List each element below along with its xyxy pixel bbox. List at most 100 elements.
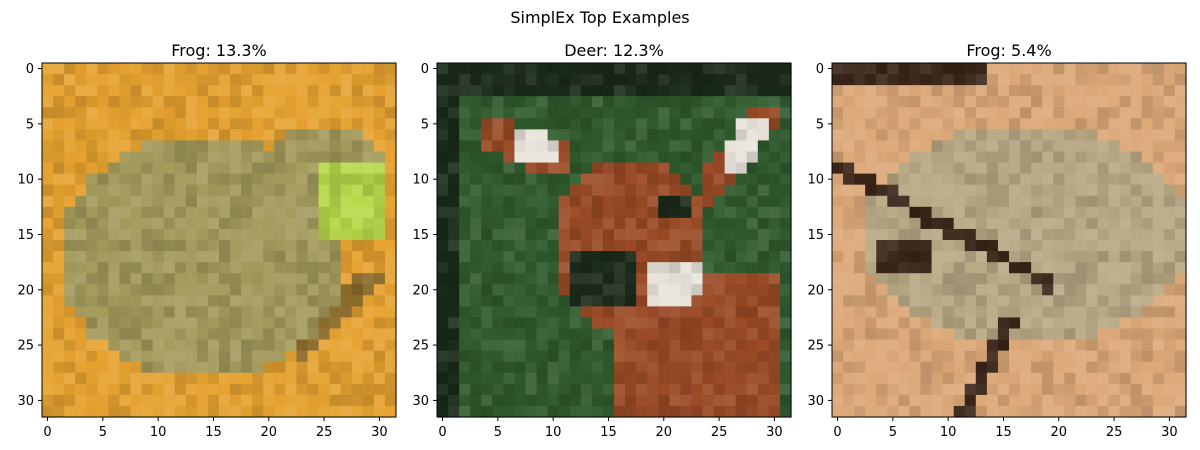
image-pixel — [569, 306, 582, 319]
image-pixel — [97, 240, 109, 252]
image-pixel — [481, 74, 493, 86]
image-pixel — [569, 317, 582, 330]
image-pixel — [1163, 162, 1176, 175]
image-pixel — [285, 85, 298, 97]
image-pixel — [1163, 317, 1176, 330]
image-pixel — [525, 306, 538, 319]
image-pixel — [75, 251, 87, 263]
image-pixel — [669, 184, 681, 197]
image-pixel — [997, 251, 1010, 263]
image-pixel — [975, 394, 988, 407]
image-pixel — [602, 184, 615, 197]
image-pixel — [263, 206, 275, 219]
image-pixel — [459, 129, 471, 142]
image-pixel — [779, 85, 792, 97]
image-pixel — [42, 118, 54, 130]
image-pixel — [591, 350, 604, 363]
image-pixel — [1086, 317, 1099, 330]
image-pixel — [1174, 96, 1187, 108]
image-pixel — [1020, 107, 1032, 119]
image-pixel — [691, 383, 704, 396]
image-pixel — [384, 339, 397, 352]
image-pixel — [713, 361, 726, 374]
image-pixel — [373, 240, 386, 252]
image-pixels — [832, 63, 1187, 418]
image-pixel — [384, 151, 397, 164]
image-pixel — [997, 217, 1010, 230]
image-pixel — [746, 195, 759, 208]
image-pixel — [75, 206, 87, 219]
image-pixel — [1097, 339, 1110, 352]
image-pixel — [876, 206, 888, 219]
image-pixel — [1053, 151, 1065, 164]
image-pixel — [525, 394, 538, 407]
image-pixel — [329, 96, 342, 108]
image-pixel — [942, 96, 955, 108]
image-pixel — [558, 151, 571, 164]
image-pixel — [525, 228, 538, 241]
image-pixel — [1130, 405, 1143, 418]
image-pixel — [713, 350, 726, 363]
image-pixel — [997, 361, 1010, 374]
image-pixel — [865, 295, 877, 307]
axes-frame — [41, 62, 397, 418]
image-pixel — [340, 195, 353, 208]
image-pixel — [373, 107, 386, 119]
image-pixel — [1042, 85, 1054, 97]
image-pixel — [713, 228, 726, 241]
image-pixel — [174, 228, 187, 241]
image-pixel — [558, 140, 571, 153]
image-pixel — [953, 217, 966, 230]
image-pixel — [569, 361, 582, 374]
image-pixel — [1020, 317, 1032, 330]
image-pixel — [1020, 74, 1032, 86]
image-pixel — [108, 273, 121, 285]
image-pixel — [351, 162, 364, 175]
image-pixel — [307, 217, 320, 230]
image-pixel — [241, 217, 253, 230]
image-pixel — [1097, 306, 1110, 319]
image-pixel — [724, 118, 737, 130]
image-pixel — [141, 118, 154, 130]
image-pixel — [503, 96, 516, 108]
image-pixel — [658, 118, 670, 130]
image-pixel — [680, 151, 693, 164]
image-pixel — [340, 118, 353, 130]
image-pixel — [1130, 129, 1143, 142]
image-pixel — [975, 328, 988, 341]
image-pixel — [536, 173, 549, 186]
image-pixel — [241, 372, 253, 385]
image-pixel — [876, 240, 888, 252]
image-pixel — [614, 63, 626, 75]
image-pixel — [658, 339, 670, 352]
image-pixel — [920, 328, 933, 341]
image-pixel — [1009, 405, 1021, 418]
image-pixel — [898, 240, 911, 252]
image-pixel — [1119, 339, 1132, 352]
image-pixel — [296, 118, 309, 130]
image-pixel — [614, 284, 626, 296]
image-pixel — [174, 206, 187, 219]
image-pixel — [152, 328, 165, 341]
image-pixel — [230, 129, 242, 142]
image-pixel — [975, 350, 988, 363]
image-pixel — [1009, 251, 1021, 263]
image-pixel — [448, 162, 460, 175]
image-pixel — [680, 350, 693, 363]
image-pixel — [481, 394, 493, 407]
image-pixel — [86, 361, 98, 374]
image-pixel — [931, 217, 944, 230]
image-pixel — [1141, 228, 1154, 241]
image-pixel — [351, 107, 364, 119]
image-pixel — [163, 295, 176, 307]
image-pixel — [362, 350, 375, 363]
image-pixel — [437, 383, 449, 396]
image-pixel — [75, 361, 87, 374]
image-pixel — [329, 107, 342, 119]
image-pixel — [602, 284, 615, 296]
image-pixel — [614, 240, 626, 252]
image-pixel — [185, 74, 198, 86]
image-pixel — [119, 394, 132, 407]
image-pixel — [931, 85, 944, 97]
image-pixel — [757, 383, 770, 396]
